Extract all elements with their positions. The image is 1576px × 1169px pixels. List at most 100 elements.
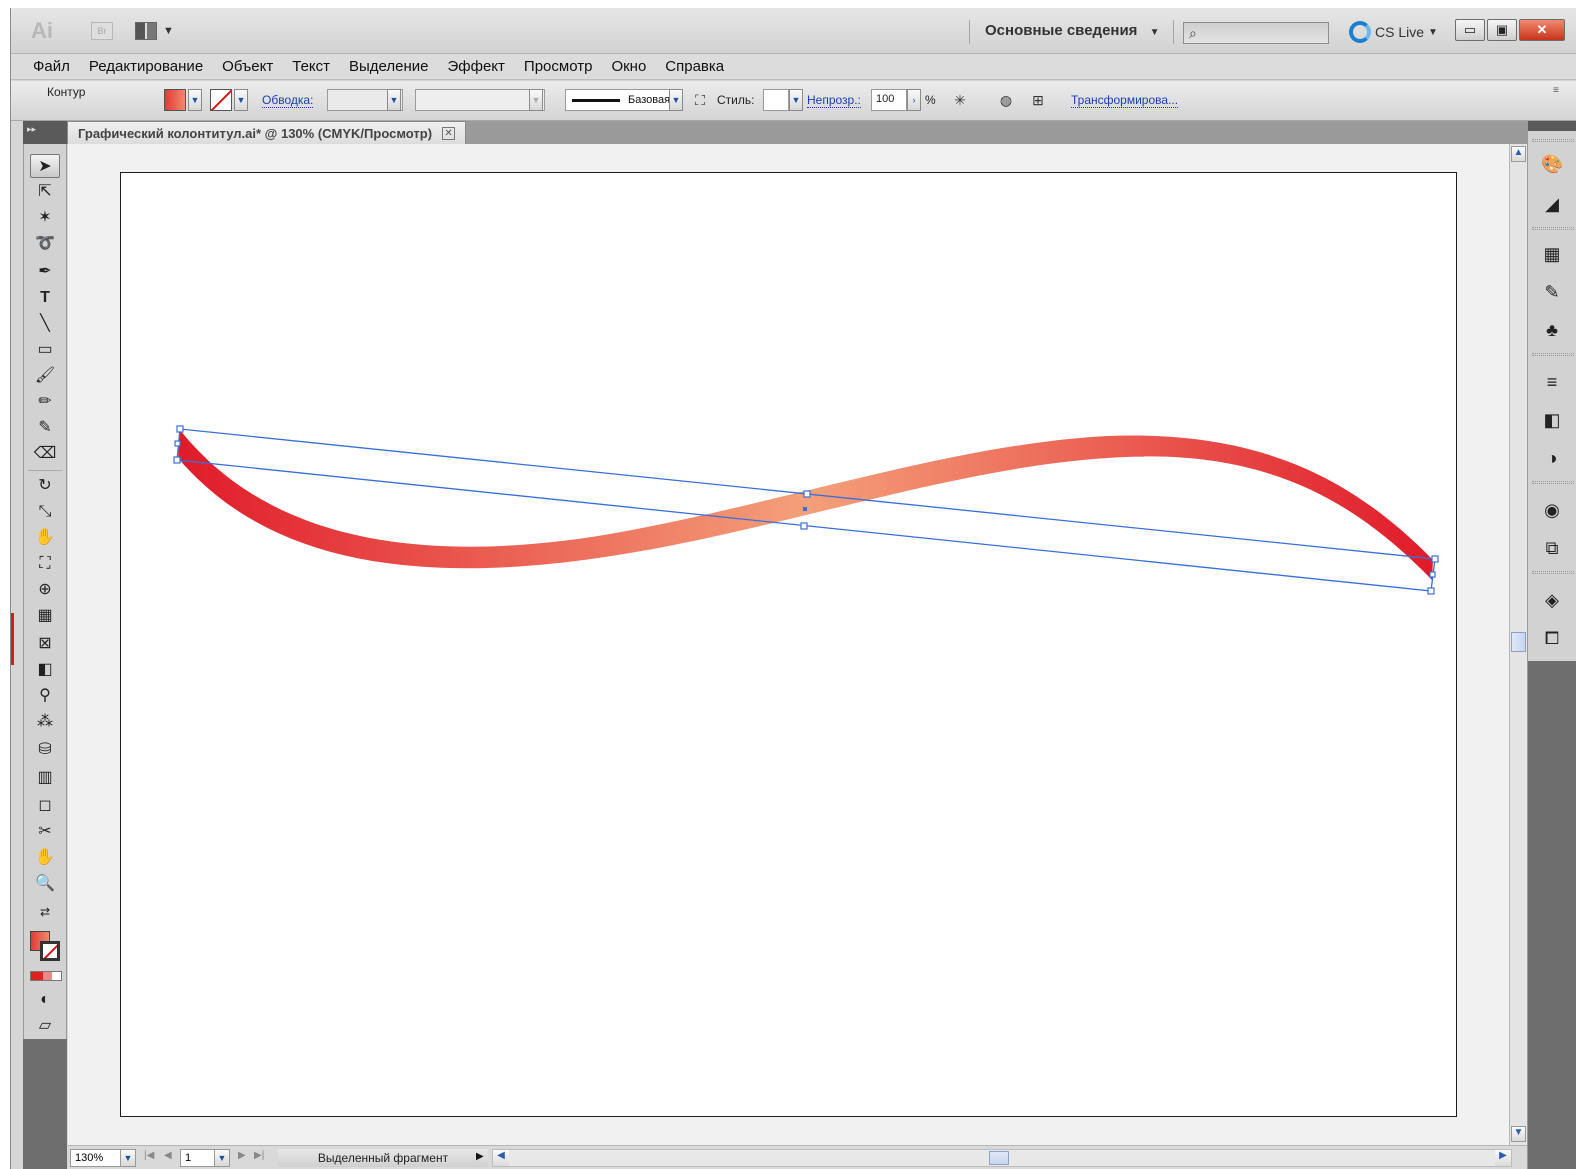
column-graph-tool-icon[interactable]: ▥ [37, 769, 53, 786]
vertical-scrollbar[interactable]: ▲ ▼ [1509, 144, 1527, 1145]
color-guide-icon[interactable]: ◢ [1545, 194, 1559, 214]
selection-tool-icon[interactable]: ➤ [30, 154, 60, 178]
scroll-left-icon[interactable]: ◀ [493, 1150, 509, 1166]
stroke-panel-icon[interactable]: ≡ [1546, 372, 1558, 392]
magic-wand-tool-icon[interactable]: ✶ [38, 209, 52, 226]
menu-window[interactable]: Окно [611, 58, 647, 75]
toolbar-collapse-icon[interactable]: ▸▸ [23, 121, 67, 144]
perspective-grid-tool-icon[interactable]: ▦ [37, 607, 53, 624]
layers-panel-icon[interactable]: ◈ [1545, 590, 1559, 610]
menu-select[interactable]: Выделение [349, 58, 429, 75]
menu-file[interactable]: Файл [33, 58, 70, 75]
eraser-tool-icon[interactable]: ⌫ [33, 445, 57, 462]
color-panel-icon[interactable]: 🎨 [1541, 154, 1564, 174]
blend-tool-icon[interactable]: ⁂ [37, 713, 53, 730]
next-artboard-icon[interactable]: ▶ [238, 1150, 246, 1161]
brush-definition[interactable]: Базовая [565, 89, 683, 111]
fill-dropdown[interactable]: ▼ [188, 89, 202, 111]
dock-collapse-bar[interactable] [1528, 121, 1576, 131]
stroke-weight-dropdown[interactable]: ▼ [387, 89, 401, 111]
free-transform-tool-icon[interactable]: ⛶ [39, 555, 51, 572]
stroke-weight-label[interactable]: Обводка: [262, 93, 314, 108]
artwork-layer[interactable] [68, 144, 1509, 1145]
swatches-panel-icon[interactable]: ▦ [1543, 244, 1561, 264]
artboard-dropdown[interactable]: ▼ [214, 1149, 230, 1167]
stroke-weight-field[interactable] [327, 89, 403, 111]
stroke-color-swatch[interactable] [210, 89, 232, 111]
status-menu-icon[interactable]: ▶ [476, 1151, 484, 1162]
rotate-tool-icon[interactable]: ↻ [38, 477, 52, 494]
artboard-tool-icon[interactable]: ◻ [38, 797, 52, 814]
stroke-indicator[interactable] [40, 941, 60, 961]
shape-builder-tool-icon[interactable]: ⊕ [38, 581, 52, 598]
transparency-panel-icon[interactable]: ◑ [1546, 448, 1558, 468]
menu-object[interactable]: Объект [222, 58, 274, 75]
first-artboard-icon[interactable]: |◀ [144, 1150, 155, 1161]
recolor-icon[interactable]: ✳ [954, 92, 966, 108]
artboard-number-field[interactable]: 1 [180, 1149, 220, 1167]
mesh-tool-icon[interactable]: ⊠ [38, 635, 52, 652]
brushes-panel-icon[interactable]: ✎ [1544, 282, 1560, 302]
line-tool-icon[interactable]: ╲ [40, 315, 50, 332]
menu-view[interactable]: Просмотр [523, 58, 593, 75]
fill-color-swatch[interactable] [164, 89, 186, 111]
minimize-button[interactable]: ▭ [1455, 19, 1485, 41]
scale-tool-icon[interactable]: ⤡ [38, 503, 52, 520]
status-info[interactable]: Выделенный фрагмент [278, 1149, 488, 1167]
slice-tool-icon[interactable]: ✂ [38, 823, 52, 840]
stroke-dropdown[interactable]: ▼ [234, 89, 248, 111]
pencil-tool-icon[interactable]: ✏ [38, 393, 52, 410]
bridge-button[interactable]: Br [91, 22, 113, 40]
fill-stroke-indicator[interactable] [30, 931, 62, 963]
transform-link[interactable]: Трансформирова... [1071, 93, 1179, 108]
symbols-panel-icon[interactable]: ♣ [1546, 320, 1558, 340]
appearance-panel-icon[interactable]: ◉ [1544, 500, 1560, 520]
menu-help[interactable]: Справка [665, 58, 725, 75]
type-tool-icon[interactable]: T [40, 289, 50, 306]
zoom-dropdown[interactable]: ▼ [120, 1149, 136, 1167]
horizontal-scrollbar[interactable]: ◀ ▶ [492, 1149, 1512, 1167]
zoom-tool-icon[interactable]: 🔍 [35, 875, 55, 892]
variable-width-dropdown[interactable]: ▼ [529, 89, 543, 111]
maximize-button[interactable]: ▣ [1487, 19, 1517, 41]
scroll-down-icon[interactable]: ▼ [1511, 1126, 1526, 1142]
style-dropdown[interactable]: ▼ [789, 89, 803, 111]
ribbon-shape[interactable] [178, 430, 1433, 580]
isolate-icon[interactable]: ◍ [999, 92, 1013, 108]
zoom-field[interactable]: 130% [70, 1149, 122, 1167]
eyedropper-tool-icon[interactable]: ⚲ [39, 687, 51, 704]
lasso-tool-icon[interactable]: ➰ [35, 235, 55, 252]
selection-handles[interactable] [173, 425, 1439, 595]
direct-selection-tool-icon[interactable]: ⇱ [38, 183, 52, 200]
gradient-tool-icon[interactable]: ◧ [37, 661, 53, 678]
close-button[interactable]: ✕ [1519, 19, 1565, 41]
help-search[interactable]: ⌕ [1183, 22, 1329, 44]
scroll-thumb[interactable] [989, 1151, 1009, 1165]
opacity-field[interactable]: 100 [871, 89, 907, 111]
workspace-switcher[interactable]: Основные сведения ▼ [985, 22, 1160, 39]
menu-type[interactable]: Текст [292, 58, 331, 75]
symbol-sprayer-tool-icon[interactable]: ⛁ [38, 741, 52, 758]
artboards-panel-icon[interactable]: ⧠ [1544, 628, 1560, 648]
menu-edit[interactable]: Редактирование [88, 58, 204, 75]
panel-menu-icon[interactable]: ≡ [1553, 85, 1559, 96]
color-mode-buttons[interactable] [30, 971, 62, 981]
rectangle-tool-icon[interactable]: ▭ [37, 341, 53, 358]
scroll-right-icon[interactable]: ▶ [1495, 1150, 1511, 1166]
pen-tool-icon[interactable]: ✒ [38, 263, 52, 280]
gradient-panel-icon[interactable]: ◧ [1543, 410, 1561, 430]
swap-fill-stroke-icon[interactable]: ⇄ [39, 905, 51, 919]
opacity-label[interactable]: Непрозр.: [807, 93, 861, 108]
last-artboard-icon[interactable]: ▶| [254, 1150, 265, 1161]
align-icon[interactable]: ⊞ [1032, 92, 1044, 108]
close-tab-icon[interactable]: ✕ [442, 126, 456, 140]
style-swatch[interactable] [763, 89, 789, 111]
prev-artboard-icon[interactable]: ◀ [164, 1150, 172, 1161]
cs-live-button[interactable]: CS Live ▼ [1349, 20, 1438, 44]
drawing-mode-icon[interactable]: ◐ [40, 991, 50, 1008]
brush-options-icon[interactable]: ⛶ [695, 92, 705, 108]
paintbrush-tool-icon[interactable]: 🖌 [34, 367, 56, 384]
graphic-styles-panel-icon[interactable]: ⧉ [1545, 538, 1559, 558]
variable-width-field[interactable] [415, 89, 545, 111]
document-tab[interactable]: Графический колонтитул.ai* @ 130% (CMYK/… [67, 121, 467, 144]
